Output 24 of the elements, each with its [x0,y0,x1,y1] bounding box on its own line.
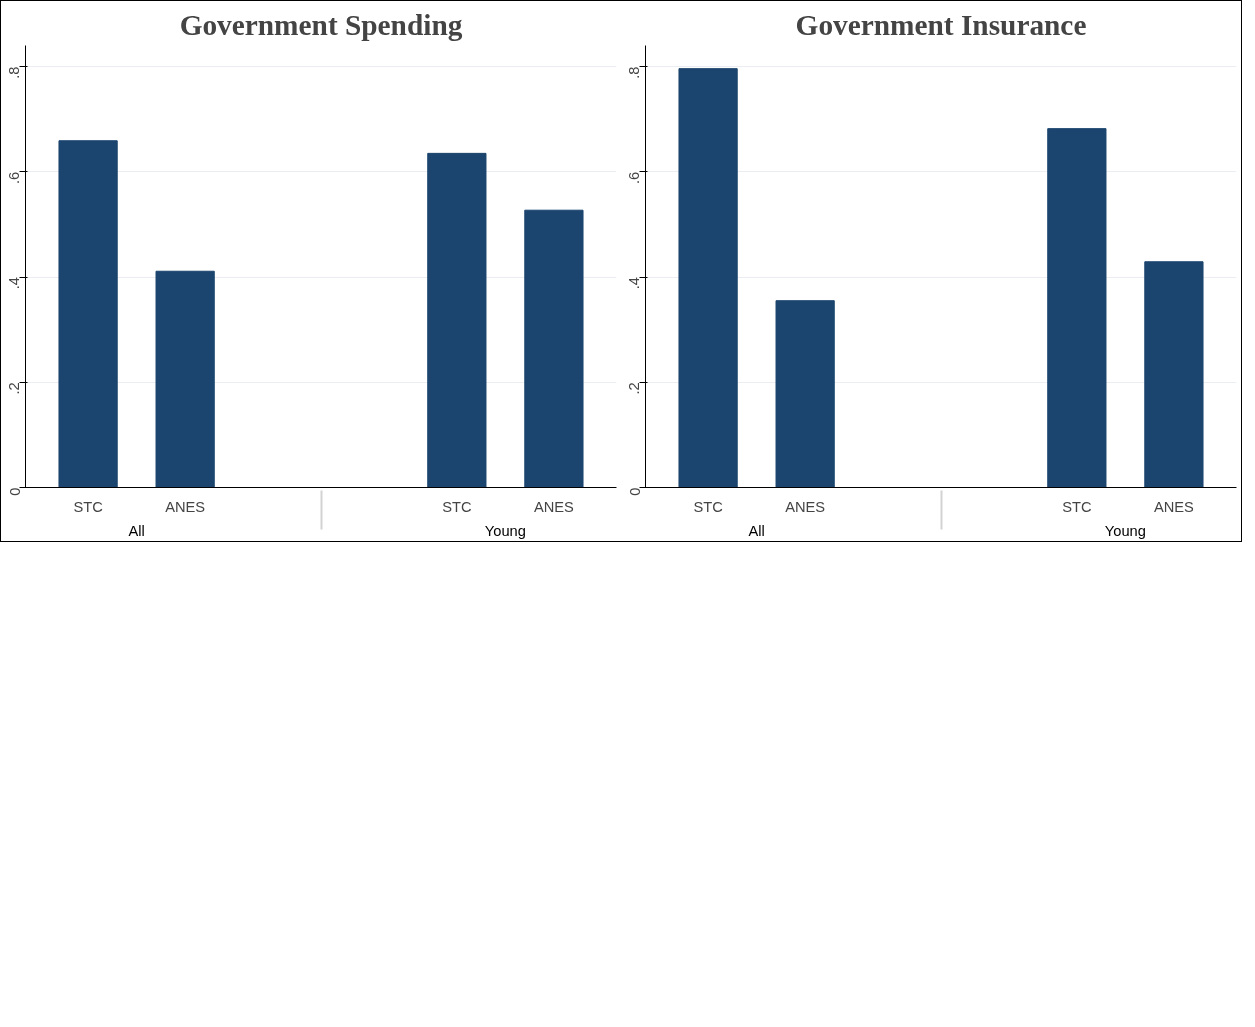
x-tick-label: ANES [785,498,826,515]
chart-title: Government Insurance [795,8,1087,41]
chart-title: Government Spending [179,8,463,41]
x-tick-label: STC [73,498,104,515]
x-tick-label: ANES [165,498,206,515]
y-tick-label: .8 [6,66,23,79]
y-tick-label: 0 [6,487,23,496]
y-tick-label: .4 [626,277,643,290]
text: Young [484,522,526,539]
y-tick-label: .6 [626,171,643,185]
y-tick-label: .2 [6,382,23,395]
x-tick-label: STC [693,498,724,515]
x-tick-label: STC [442,498,472,515]
text: Young [1104,522,1146,539]
x-tick-label: ANES [533,498,575,515]
x-tick-label: STC [1062,498,1092,515]
text: All [748,522,765,539]
y-tick-label: .6 [6,171,23,185]
text: All [128,522,145,539]
x-tick-label: ANES [1153,498,1195,515]
y-tick-label: .8 [626,66,643,79]
y-tick-label: 0 [626,487,643,496]
y-tick-label: .4 [6,277,23,290]
y-tick-label: .2 [626,382,643,395]
